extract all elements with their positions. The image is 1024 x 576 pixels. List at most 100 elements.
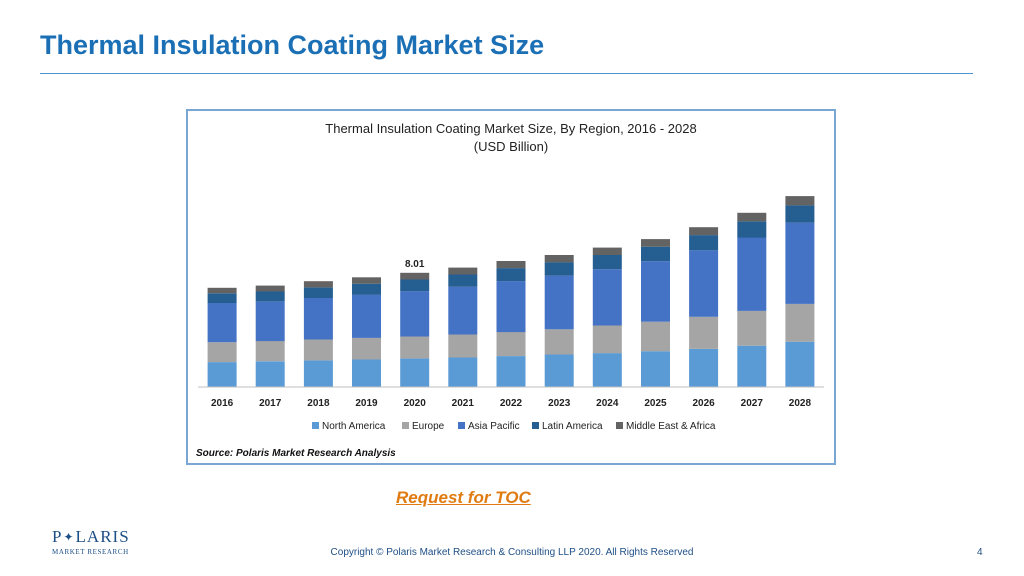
- legend-label-middle-east-africa: Middle East & Africa: [626, 421, 716, 432]
- bar-north-america-2019: [352, 359, 381, 387]
- logo-wordmark-start: P: [52, 527, 63, 546]
- bar-middle-east-africa-2028: [785, 196, 815, 206]
- chart-title: Thermal Insulation Coating Market Size, …: [325, 121, 696, 136]
- data-label-2020: 8.01: [405, 259, 425, 270]
- x-tick-label-2017: 2017: [259, 398, 282, 409]
- legend: North America Europe Asia Pacific Latin Ame…: [312, 421, 716, 432]
- logo-wordmark-end: LARIS: [75, 527, 130, 546]
- bar-latin-america-2024: [592, 255, 622, 270]
- legend-swatch-asia-pacific: [458, 422, 465, 429]
- bar-middle-east-africa-2021: [448, 267, 478, 275]
- bar-europe-2027: [737, 311, 767, 346]
- chart-subtitle: (USD Billion): [474, 139, 548, 154]
- bar-north-america-2026: [689, 349, 719, 387]
- bar-latin-america-2028: [785, 205, 815, 223]
- page-number: 4: [977, 547, 983, 558]
- legend-swatch-north-america: [312, 422, 319, 429]
- bar-asia-pacific-2016: [207, 303, 237, 343]
- bar-latin-america-2027: [737, 221, 767, 238]
- bar-asia-pacific-2022: [496, 281, 526, 333]
- bar-europe-2019: [352, 337, 381, 360]
- bar-north-america-2022: [496, 356, 526, 387]
- bar-north-america-2018: [303, 360, 333, 387]
- bar-middle-east-africa-2020: [400, 272, 430, 280]
- bar-north-america-2020: [400, 358, 430, 387]
- bar-middle-east-africa-2024: [592, 247, 622, 255]
- bar-middle-east-africa-2019: [352, 277, 381, 284]
- bar-latin-america-2020: [400, 279, 430, 292]
- bar-middle-east-africa-2017: [255, 285, 285, 292]
- bar-latin-america-2021: [448, 274, 478, 287]
- legend-label-europe: Europe: [412, 421, 445, 432]
- bar-europe-2021: [448, 334, 478, 358]
- x-tick-label-2026: 2026: [692, 398, 715, 409]
- bar-europe-2020: [400, 336, 430, 359]
- legend-label-north-america: North America: [322, 421, 386, 432]
- x-tick-label-2028: 2028: [789, 398, 812, 409]
- bar-latin-america-2017: [255, 291, 285, 302]
- bar-middle-east-africa-2016: [207, 287, 237, 294]
- bar-north-america-2023: [544, 354, 574, 387]
- bar-north-america-2024: [592, 353, 622, 387]
- bar-latin-america-2025: [641, 246, 670, 262]
- bar-north-america-2025: [641, 351, 670, 387]
- bar-latin-america-2023: [544, 262, 574, 276]
- bar-asia-pacific-2023: [544, 275, 574, 330]
- bar-asia-pacific-2017: [255, 301, 285, 342]
- bar-middle-east-africa-2022: [496, 261, 526, 269]
- logo-wordmark: P ✦ LARIS: [52, 528, 142, 546]
- request-toc-link[interactable]: Request for TOC: [396, 488, 531, 507]
- bar-north-america-2021: [448, 357, 478, 387]
- star-icon: ✦: [63, 530, 75, 544]
- chart-frame: Thermal Insulation Coating Market Size, …: [186, 109, 836, 465]
- bar-middle-east-africa-2018: [303, 281, 333, 288]
- bar-middle-east-africa-2025: [641, 239, 670, 247]
- bar-asia-pacific-2024: [592, 269, 622, 326]
- bar-asia-pacific-2025: [641, 261, 670, 322]
- legend-label-latin-america: Latin America: [542, 421, 603, 432]
- bar-latin-america-2019: [352, 283, 381, 295]
- x-tick-labels: 2016 2017 2018 2019 2020 2021 2022 2023 2024 2025…: [211, 398, 811, 409]
- bar-europe-2017: [255, 341, 285, 362]
- x-tick-label-2027: 2027: [741, 398, 764, 409]
- bar-europe-2016: [207, 342, 237, 363]
- bar-latin-america-2022: [496, 268, 526, 282]
- x-tick-label-2024: 2024: [596, 398, 619, 409]
- bar-latin-america-2026: [689, 235, 719, 251]
- x-tick-label-2022: 2022: [500, 398, 523, 409]
- bar-asia-pacific-2027: [737, 237, 767, 311]
- bar-europe-2022: [496, 332, 526, 356]
- legend-swatch-middle-east-africa: [616, 422, 623, 429]
- stacked-bar-chart: Thermal Insulation Coating Market Size, …: [196, 121, 824, 459]
- bar-north-america-2027: [737, 345, 767, 387]
- title-divider: [40, 73, 973, 74]
- bar-europe-2028: [785, 303, 815, 342]
- polaris-logo: P ✦ LARIS MARKET RESEARCH: [52, 528, 142, 564]
- x-tick-label-2021: 2021: [452, 398, 475, 409]
- x-tick-label-2020: 2020: [404, 398, 427, 409]
- bar-north-america-2016: [207, 362, 237, 387]
- bar-latin-america-2018: [303, 287, 333, 298]
- bar-latin-america-2016: [207, 293, 237, 303]
- bar-middle-east-africa-2027: [737, 212, 767, 222]
- x-tick-label-2023: 2023: [548, 398, 571, 409]
- logo-tagline: MARKET RESEARCH: [52, 548, 129, 556]
- bar-asia-pacific-2021: [448, 286, 478, 335]
- bar-europe-2025: [641, 321, 670, 352]
- legend-swatch-europe: [402, 422, 409, 429]
- chart-source: Source: Polaris Market Research Analysis: [196, 448, 396, 459]
- bars-group: 8.01: [207, 196, 815, 387]
- bar-europe-2018: [303, 339, 333, 361]
- bar-middle-east-africa-2026: [689, 227, 719, 236]
- copyright-notice: Copyright © Polaris Market Research & Co…: [330, 547, 694, 558]
- x-tick-label-2019: 2019: [355, 398, 378, 409]
- x-tick-label-2016: 2016: [211, 398, 234, 409]
- bar-europe-2026: [689, 316, 719, 349]
- bar-asia-pacific-2028: [785, 222, 815, 304]
- bar-asia-pacific-2020: [400, 291, 430, 337]
- bar-middle-east-africa-2023: [544, 255, 574, 263]
- slide-title: Thermal Insulation Coating Market Size: [40, 30, 545, 60]
- bar-europe-2023: [544, 329, 574, 355]
- x-tick-label-2025: 2025: [644, 398, 667, 409]
- legend-swatch-latin-america: [532, 422, 539, 429]
